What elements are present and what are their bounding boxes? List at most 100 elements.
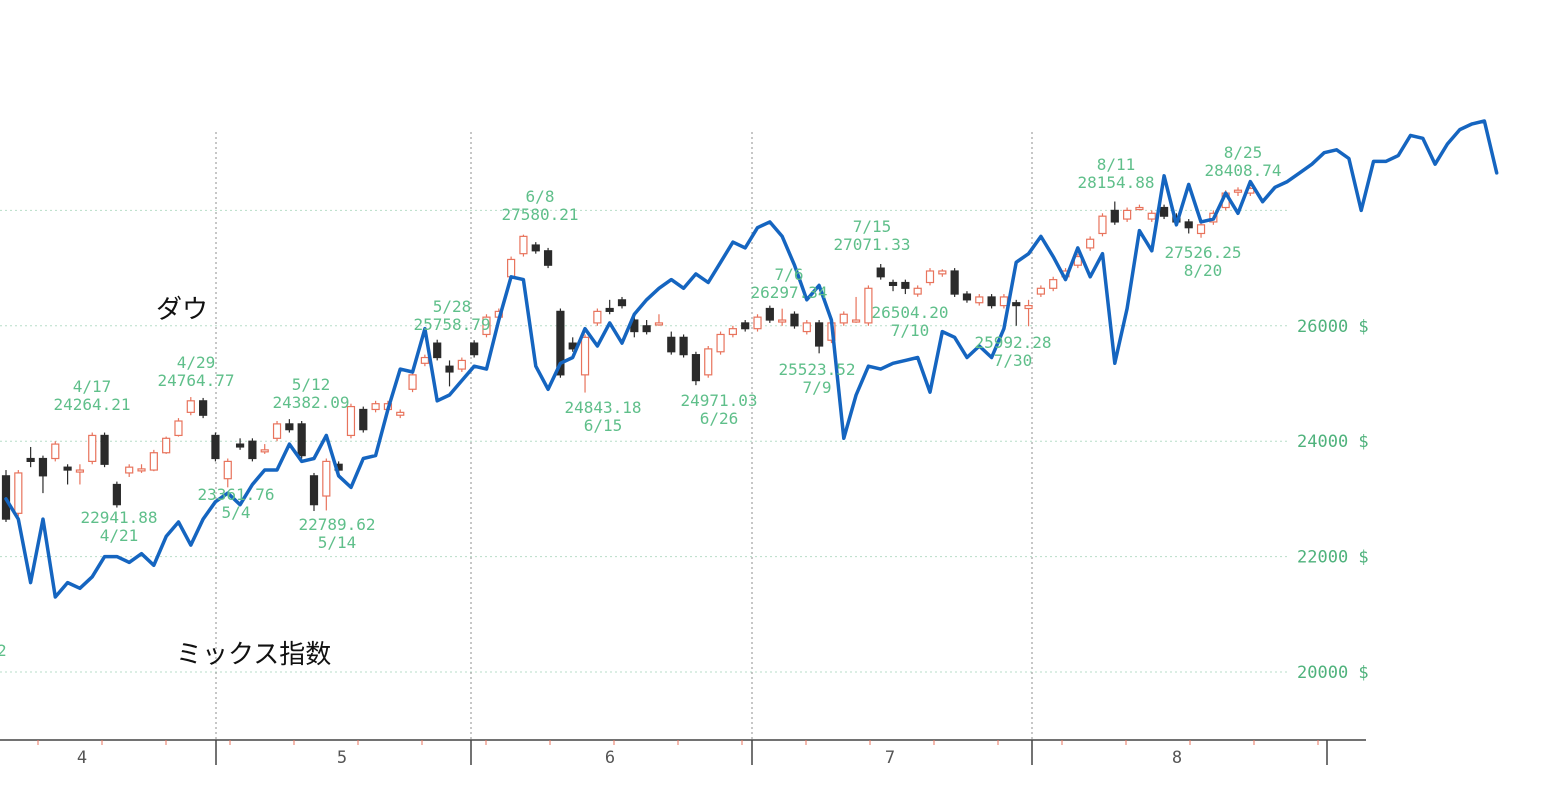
annotation-line-2: 24264.21 [53, 395, 130, 414]
x-month-label: 7 [885, 748, 895, 768]
annotation-line-1: 27526.25 [1164, 243, 1241, 262]
annotation-line-2: 24382.09 [272, 393, 349, 412]
candle-body [1036, 287, 1045, 295]
x-month-label: 4 [77, 748, 87, 768]
annotation-line-1: 5/12 [292, 375, 331, 394]
candle-body [186, 400, 195, 413]
candle-body [1086, 238, 1095, 249]
annotation-line-2: 26297.34 [750, 283, 827, 302]
annotation-line-1: 24971.03 [680, 391, 757, 410]
candle-body [507, 258, 516, 278]
y-tick-label: 26000 $ [1297, 317, 1369, 337]
candle-body [26, 457, 35, 462]
dow-series-label: ダウ [156, 295, 208, 325]
candle-body [322, 460, 331, 497]
candle-body [199, 400, 208, 416]
candle-body [1233, 189, 1243, 193]
candle-body [543, 250, 553, 266]
candle-body [100, 434, 109, 465]
y-tick-label: 24000 $ [1297, 432, 1369, 452]
annotation-line-1: 24843.18 [564, 398, 641, 417]
x-axis: 4 5 6 7 8 [0, 739, 1366, 768]
candle-body [248, 440, 257, 460]
candle-body [112, 483, 121, 506]
candle-body [975, 296, 984, 304]
candle-body [309, 475, 319, 506]
annotation-line-1: 4/29 [177, 353, 216, 372]
candle-body [802, 322, 811, 333]
y-tick-label: 22000 $ [1297, 548, 1369, 568]
candle-body [396, 411, 405, 416]
candle-body [741, 322, 750, 330]
annotation-line-2: 25758.79 [413, 315, 490, 334]
mix-index-series-label: ミックス指数 [176, 640, 331, 670]
candle-body [815, 322, 824, 347]
candle-body [987, 296, 996, 307]
candle-body [63, 466, 72, 471]
candle-body [778, 319, 787, 323]
candle-body [149, 452, 158, 471]
candle-body [297, 423, 306, 457]
candle-body [925, 270, 935, 284]
candle-body [679, 336, 688, 356]
annotation-line-2: 7/10 [891, 321, 930, 340]
annotation-line-1: 22789.62 [298, 515, 375, 534]
candle-body [556, 310, 565, 376]
candle-body [580, 336, 590, 376]
candle-body [1110, 209, 1119, 223]
annotation-line-2: 5/14 [318, 533, 357, 552]
annotation-line-2: 27071.33 [833, 235, 910, 254]
annotation-line-1: 25523.52 [778, 360, 855, 379]
candle-body [888, 281, 898, 287]
candle-body [531, 244, 540, 252]
candle-body [125, 466, 134, 474]
candle-body [593, 310, 602, 324]
candle-body [1098, 215, 1107, 235]
y-tick-label: 20000 $ [1297, 663, 1369, 683]
annotation-line-2: 28408.74 [1204, 161, 1281, 180]
candle-body [408, 374, 417, 390]
candle-body [1024, 305, 1033, 310]
candle-body [137, 468, 146, 472]
candle-body [642, 325, 651, 333]
candle-body [691, 354, 701, 382]
annotation-line-1: 5/28 [433, 297, 472, 316]
candle-body [457, 359, 466, 370]
candle-body [174, 420, 183, 437]
annotation-line-2: 27580.21 [501, 205, 578, 224]
candle-body [901, 281, 910, 289]
candle-body [913, 287, 922, 295]
candle-body [346, 405, 356, 437]
candle-body [704, 348, 713, 376]
candle-body [285, 423, 294, 431]
candle-body [728, 328, 737, 336]
candle-body [1159, 206, 1169, 217]
candle-body [235, 443, 245, 448]
candle-body [420, 356, 429, 364]
y-axis-ticks: 20000 $ 22000 $ 24000 $ 26000 $ [1297, 317, 1369, 683]
annotation-line-2: 7/9 [803, 378, 832, 397]
annotation-line-1: 26504.20 [871, 303, 948, 322]
candle-body [519, 235, 528, 255]
candle-body [371, 403, 380, 411]
candle-body [876, 267, 885, 278]
candle-body [790, 313, 799, 327]
left-edge-fragment: 2 [0, 641, 7, 660]
annotation-line-1: 4/17 [73, 377, 112, 396]
candle-body [75, 469, 85, 473]
candle-body [654, 322, 664, 326]
annotation-line-1: 8/11 [1097, 155, 1136, 174]
annotation-line-2: 24764.77 [157, 371, 234, 390]
annotation-line-1: 7/6 [775, 265, 804, 284]
candle-body [851, 319, 861, 323]
candle-body [38, 457, 48, 477]
candle-body [51, 443, 60, 460]
candle-body [667, 336, 676, 353]
candle-body [433, 342, 442, 359]
candle-body [88, 434, 97, 462]
candle-body [162, 437, 171, 454]
annotation-line-1: 23361.76 [197, 485, 274, 504]
annotation-line-1: 7/15 [853, 217, 892, 236]
